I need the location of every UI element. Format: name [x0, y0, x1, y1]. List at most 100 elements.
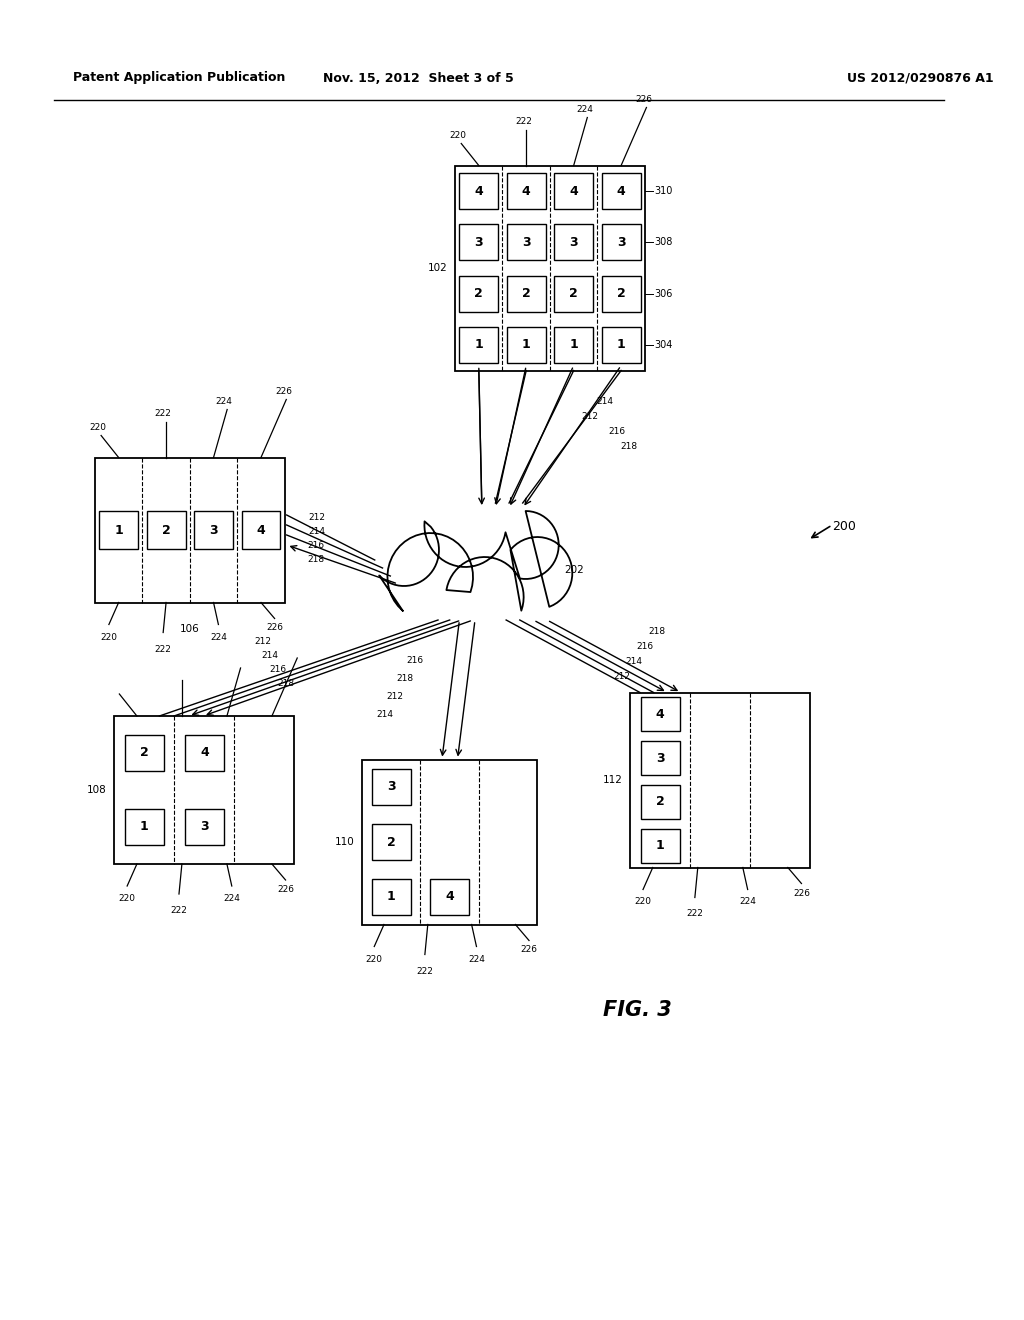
Bar [602, 224, 641, 260]
Bar [641, 741, 680, 775]
Text: 220: 220 [119, 894, 135, 903]
Text: 106: 106 [180, 624, 200, 635]
Text: 1: 1 [616, 338, 626, 351]
Bar [507, 173, 546, 209]
Text: 112: 112 [602, 775, 623, 785]
Text: Nov. 15, 2012  Sheet 3 of 5: Nov. 15, 2012 Sheet 3 of 5 [324, 71, 514, 84]
Text: 4: 4 [445, 891, 454, 903]
Bar [115, 715, 295, 865]
Text: 4: 4 [616, 185, 626, 198]
Text: 220: 220 [100, 632, 118, 642]
Text: 216: 216 [308, 541, 325, 550]
Text: 216: 216 [608, 428, 626, 436]
Text: 224: 224 [223, 894, 241, 903]
Bar [185, 809, 224, 845]
Bar [641, 697, 680, 731]
Text: 102: 102 [427, 263, 447, 273]
Text: 310: 310 [654, 186, 673, 197]
Text: 224: 224 [739, 898, 756, 907]
Text: 226: 226 [520, 945, 538, 954]
Text: 226: 226 [635, 95, 652, 103]
Text: 4: 4 [656, 708, 665, 721]
Text: 1: 1 [522, 338, 530, 351]
Text: 1: 1 [140, 821, 148, 833]
Text: FIG. 3: FIG. 3 [603, 1001, 672, 1020]
Text: 2: 2 [522, 288, 530, 300]
Bar [554, 173, 593, 209]
Bar [242, 511, 281, 549]
Bar [95, 458, 285, 602]
Text: 220: 220 [366, 954, 383, 964]
Text: 214: 214 [308, 527, 325, 536]
Text: 1: 1 [115, 524, 123, 536]
Text: 3: 3 [209, 524, 218, 536]
Text: 3: 3 [387, 780, 395, 793]
Bar [430, 879, 469, 915]
Bar [460, 224, 499, 260]
Bar [554, 224, 593, 260]
Text: 212: 212 [613, 672, 630, 681]
Text: 2: 2 [616, 288, 626, 300]
Text: 3: 3 [522, 236, 530, 249]
Polygon shape [379, 511, 572, 611]
Text: 224: 224 [575, 104, 593, 114]
Text: 4: 4 [569, 185, 579, 198]
Bar [602, 276, 641, 312]
Bar [362, 759, 538, 924]
Text: 214: 214 [625, 657, 642, 665]
Text: 212: 212 [254, 636, 271, 645]
Text: 216: 216 [406, 656, 423, 665]
Bar [185, 735, 224, 771]
Text: 4: 4 [522, 185, 530, 198]
Text: 1: 1 [656, 840, 665, 853]
Text: 214: 214 [377, 710, 393, 719]
Bar [602, 327, 641, 363]
Bar [641, 829, 680, 863]
Text: 3: 3 [200, 821, 209, 833]
Bar [554, 327, 593, 363]
Text: 222: 222 [417, 966, 433, 975]
Text: 4: 4 [200, 747, 209, 759]
Text: 202: 202 [564, 565, 585, 576]
Text: 220: 220 [450, 131, 467, 140]
Text: 306: 306 [654, 289, 673, 298]
Text: 226: 226 [278, 884, 294, 894]
Text: 1: 1 [387, 891, 395, 903]
Text: 212: 212 [308, 513, 325, 521]
Bar [630, 693, 810, 867]
Text: 1: 1 [474, 338, 483, 351]
Text: 214: 214 [262, 651, 279, 660]
Bar [125, 735, 164, 771]
Text: 224: 224 [468, 954, 485, 964]
Text: 220: 220 [90, 422, 106, 432]
Bar [372, 879, 411, 915]
Text: US 2012/0290876 A1: US 2012/0290876 A1 [847, 71, 993, 84]
Text: 218: 218 [396, 675, 414, 684]
Bar [507, 224, 546, 260]
Text: 224: 224 [216, 396, 232, 405]
Text: 212: 212 [581, 412, 598, 421]
Text: 216: 216 [637, 642, 653, 651]
Text: 308: 308 [654, 238, 673, 247]
Text: 216: 216 [269, 664, 287, 673]
Text: 222: 222 [515, 116, 531, 125]
Text: 218: 218 [308, 554, 325, 564]
Text: 3: 3 [656, 751, 665, 764]
Text: 222: 222 [155, 408, 172, 417]
Text: 4: 4 [474, 185, 483, 198]
Text: 226: 226 [793, 888, 810, 898]
Text: 110: 110 [335, 837, 354, 847]
Text: 2: 2 [140, 747, 148, 759]
Bar [602, 173, 641, 209]
Bar [460, 327, 499, 363]
Text: 2: 2 [162, 524, 170, 536]
Bar [507, 327, 546, 363]
Text: 304: 304 [654, 339, 673, 350]
Text: 222: 222 [686, 909, 703, 919]
Text: 3: 3 [616, 236, 626, 249]
Text: 1: 1 [569, 338, 579, 351]
Text: 2: 2 [474, 288, 483, 300]
Text: 226: 226 [266, 623, 283, 632]
Bar [460, 276, 499, 312]
Text: 218: 218 [648, 627, 666, 636]
